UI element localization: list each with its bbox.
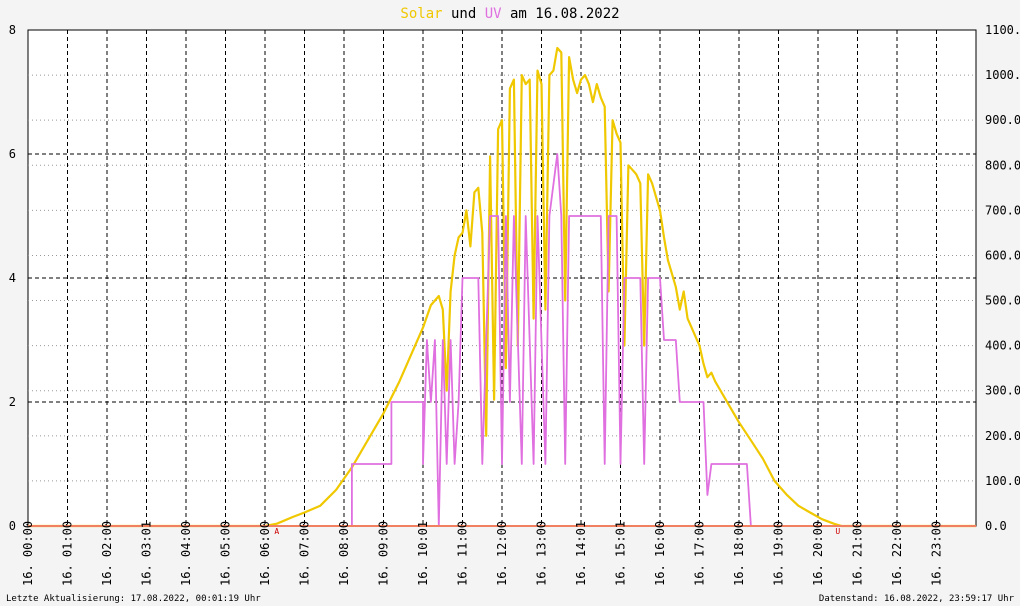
footer-data-status: Datenstand: 16.08.2022, 23:59:17 Uhr: [819, 594, 1015, 604]
x-tick-label: 16. 01:00: [61, 521, 75, 586]
x-tick-label: 16. 10:01: [416, 521, 430, 586]
x-tick-label: 16. 12:00: [495, 521, 509, 586]
y-left-tick-label: 4: [9, 271, 16, 285]
y-axis-left-labels: 0 2 4 6 8: [9, 23, 16, 533]
x-tick-label: 16. 15:01: [614, 521, 628, 586]
title-part: Solar: [400, 6, 442, 22]
y-right-tick-label: 400.0: [985, 339, 1020, 353]
x-tick-label: 16. 11:00: [456, 521, 470, 586]
marker-label: A: [274, 527, 279, 536]
x-tick-label: 16. 04:00: [179, 521, 193, 586]
y-axis-right-labels: 0.0 100.0 200.0 300.0 400.0 500.0 600.0 700.0 80…: [985, 23, 1020, 533]
x-tick-label: 16. 20:00: [811, 521, 825, 586]
y-right-tick-label: 800.0: [985, 158, 1020, 172]
chart-title: Solar und UV am 16.08.2022: [400, 6, 619, 22]
x-tick-label: 16. 17:00: [693, 521, 707, 586]
y-left-tick-label: 6: [9, 147, 16, 161]
x-tick-label: 16. 14:01: [574, 521, 588, 586]
x-tick-label: 16. 08:00: [337, 521, 351, 586]
x-tick-label: 16. 07:00: [298, 521, 312, 586]
x-tick-label: 16. 21:00: [851, 521, 865, 586]
x-tick-label: 16. 18:00: [732, 521, 746, 586]
footer-last-update: Letzte Aktualisierung: 17.08.2022, 00:01…: [6, 594, 261, 604]
x-axis-labels: 16. 00:00 16. 01:00 16. 02:00 16. 03:01 16. …: [21, 521, 944, 586]
x-tick-label: 16. 09:00: [377, 521, 391, 586]
y-left-tick-label: 2: [9, 395, 16, 409]
x-tick-label: 16. 00:00: [21, 521, 35, 586]
series-line-uv: [28, 153, 976, 527]
y-right-tick-label: 100.0: [985, 474, 1020, 488]
title-part: am 16.08.2022: [502, 6, 620, 22]
y-right-tick-label: 500.0: [985, 294, 1020, 308]
y-right-tick-label: 0.0: [985, 519, 1007, 533]
marker-label: U: [835, 527, 840, 536]
title-part: UV: [485, 6, 502, 22]
y-left-tick-label: 0: [9, 519, 16, 533]
x-tick-label: 16. 06:00: [258, 521, 272, 586]
y-right-tick-label: 900.0: [985, 113, 1020, 127]
x-tick-label: 16. 16:00: [653, 521, 667, 586]
y-right-tick-label: 1100.0: [985, 23, 1020, 37]
y-right-tick-label: 200.0: [985, 429, 1020, 443]
y-right-tick-label: 300.0: [985, 384, 1020, 398]
x-tick-label: 16. 19:00: [772, 521, 786, 586]
y-left-tick-label: 8: [9, 23, 16, 37]
x-tick-label: 16. 23:00: [930, 521, 944, 586]
y-right-tick-label: 600.0: [985, 248, 1020, 262]
y-right-tick-label: 1000.0: [985, 68, 1020, 82]
x-tick-label: 16. 22:00: [890, 521, 904, 586]
series-line-solar: [28, 46, 976, 528]
x-tick-label: 16. 02:00: [100, 521, 114, 586]
series-lines: [28, 46, 976, 528]
title-part: und: [443, 6, 485, 22]
x-tick-label: 16. 03:01: [140, 521, 154, 586]
y-right-tick-label: 700.0: [985, 203, 1020, 217]
x-tick-label: 16. 13:00: [535, 521, 549, 586]
x-tick-label: 16. 05:00: [219, 521, 233, 586]
